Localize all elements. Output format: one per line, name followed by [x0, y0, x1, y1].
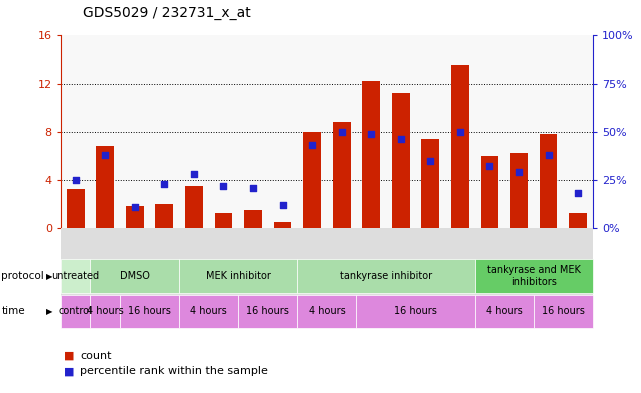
Bar [156, 204, 173, 228]
Text: count: count [80, 351, 112, 361]
Text: DMSO: DMSO [120, 271, 150, 281]
Text: 4 hours: 4 hours [190, 307, 227, 316]
Text: 16 hours: 16 hours [128, 307, 171, 316]
Point [71, 176, 81, 183]
Text: time: time [1, 307, 25, 316]
Bar [362, 81, 380, 228]
Point [573, 190, 583, 196]
Text: GDS5029 / 232731_x_at: GDS5029 / 232731_x_at [83, 6, 251, 20]
Bar [510, 153, 528, 228]
Point [159, 180, 169, 187]
Bar [481, 156, 498, 228]
Point [425, 157, 435, 163]
Bar [274, 222, 292, 228]
Text: ■: ■ [64, 366, 74, 376]
Bar [215, 213, 232, 228]
Point [248, 184, 258, 191]
Bar [67, 189, 85, 228]
Point [307, 142, 317, 148]
Bar [333, 122, 351, 228]
Point [395, 136, 406, 143]
Point [219, 182, 229, 189]
Point [366, 130, 376, 137]
Bar [185, 186, 203, 228]
Point [485, 163, 495, 169]
Bar [569, 213, 587, 228]
Text: tankyrase inhibitor: tankyrase inhibitor [340, 271, 432, 281]
Point [455, 129, 465, 135]
Text: 4 hours: 4 hours [308, 307, 345, 316]
Bar [303, 132, 321, 228]
Text: percentile rank within the sample: percentile rank within the sample [80, 366, 268, 376]
Bar [540, 134, 558, 228]
Point [278, 202, 288, 208]
Text: MEK inhibitor: MEK inhibitor [206, 271, 271, 281]
Bar [392, 93, 410, 228]
Text: ▶: ▶ [46, 272, 53, 281]
Bar [244, 210, 262, 228]
Bar [126, 206, 144, 228]
Point [337, 129, 347, 135]
Point [514, 169, 524, 175]
Point [129, 204, 140, 210]
Point [189, 171, 199, 177]
Text: 4 hours: 4 hours [87, 307, 124, 316]
Text: ■: ■ [64, 351, 74, 361]
Text: 16 hours: 16 hours [246, 307, 289, 316]
Point [544, 152, 554, 158]
Text: 16 hours: 16 hours [394, 307, 437, 316]
Text: control: control [59, 307, 92, 316]
Text: 4 hours: 4 hours [486, 307, 522, 316]
Bar [451, 66, 469, 228]
Text: ▶: ▶ [46, 307, 53, 316]
Text: untreated: untreated [52, 271, 100, 281]
Bar [422, 139, 439, 228]
Bar [96, 146, 114, 228]
Text: protocol: protocol [1, 271, 44, 281]
Text: tankyrase and MEK
inhibitors: tankyrase and MEK inhibitors [487, 265, 581, 287]
Point [100, 152, 110, 158]
Text: 16 hours: 16 hours [542, 307, 585, 316]
